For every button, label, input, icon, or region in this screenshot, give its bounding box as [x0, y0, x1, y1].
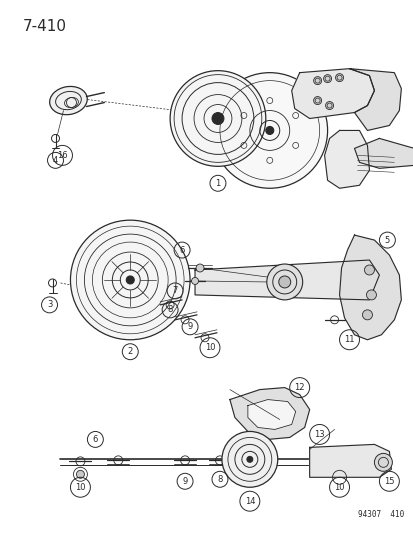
- Text: 14: 14: [244, 497, 254, 506]
- Circle shape: [76, 470, 84, 478]
- Circle shape: [366, 290, 375, 300]
- Text: 94307  410: 94307 410: [357, 510, 404, 519]
- Text: 9: 9: [182, 477, 187, 486]
- Text: 7-410: 7-410: [23, 19, 66, 34]
- Polygon shape: [324, 131, 368, 188]
- Text: 7: 7: [172, 286, 177, 295]
- Text: 5: 5: [384, 236, 389, 245]
- Circle shape: [278, 276, 290, 288]
- Circle shape: [335, 74, 343, 82]
- Polygon shape: [195, 260, 378, 300]
- Circle shape: [191, 278, 198, 285]
- Circle shape: [313, 77, 321, 85]
- Polygon shape: [349, 69, 400, 131]
- Text: 8: 8: [167, 305, 172, 314]
- Text: 1: 1: [215, 179, 220, 188]
- Text: 9: 9: [187, 322, 192, 332]
- Text: 16: 16: [57, 151, 68, 160]
- Text: 10: 10: [75, 483, 85, 492]
- Circle shape: [325, 102, 333, 109]
- Text: 11: 11: [344, 335, 354, 344]
- Text: 2: 2: [127, 347, 133, 356]
- Circle shape: [363, 265, 373, 275]
- Circle shape: [196, 264, 204, 272]
- Circle shape: [211, 72, 327, 188]
- Circle shape: [246, 456, 252, 462]
- Text: 10: 10: [204, 343, 215, 352]
- Circle shape: [70, 220, 190, 340]
- Text: 4: 4: [53, 156, 58, 165]
- Polygon shape: [309, 445, 390, 477]
- Circle shape: [266, 264, 302, 300]
- Circle shape: [221, 431, 277, 487]
- Text: 13: 13: [313, 430, 324, 439]
- Polygon shape: [354, 139, 413, 168]
- Circle shape: [265, 126, 273, 134]
- Ellipse shape: [50, 86, 87, 115]
- Circle shape: [170, 71, 265, 166]
- Circle shape: [126, 276, 134, 284]
- Text: 3: 3: [47, 301, 52, 309]
- Polygon shape: [291, 69, 373, 118]
- Circle shape: [211, 112, 223, 125]
- Polygon shape: [247, 400, 295, 430]
- Text: 15: 15: [383, 477, 394, 486]
- Text: 6: 6: [93, 435, 98, 444]
- Text: 10: 10: [333, 483, 344, 492]
- Circle shape: [362, 310, 372, 320]
- Text: 6: 6: [179, 246, 184, 255]
- Text: 12: 12: [294, 383, 304, 392]
- Text: 8: 8: [217, 475, 222, 484]
- Polygon shape: [229, 387, 309, 439]
- Circle shape: [373, 454, 392, 471]
- Circle shape: [313, 96, 321, 104]
- Polygon shape: [339, 235, 400, 340]
- Circle shape: [323, 75, 331, 83]
